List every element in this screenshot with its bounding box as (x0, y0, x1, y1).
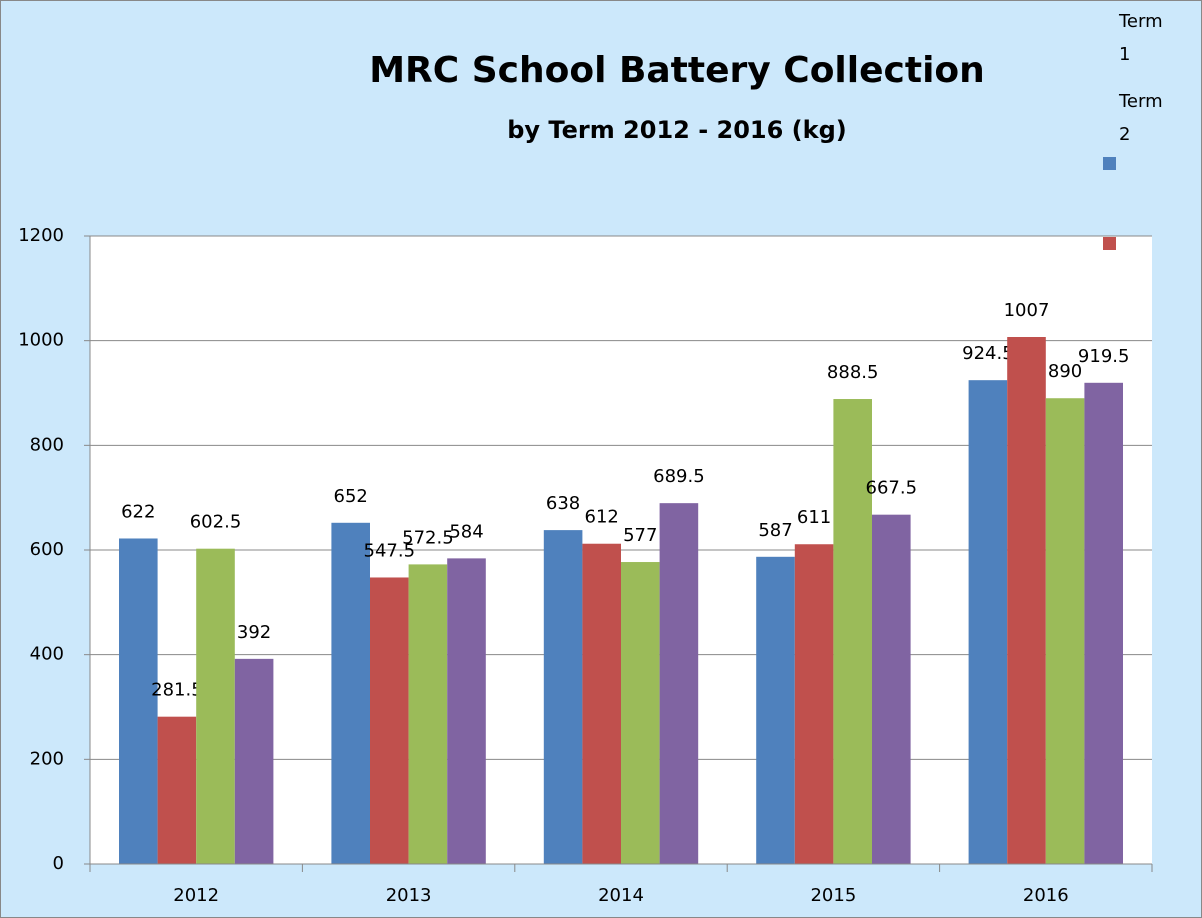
data-label: 602.5 (190, 512, 242, 533)
data-label: 572.5 (402, 527, 454, 548)
data-label: 281.5 (151, 680, 203, 701)
legend-swatch (1103, 157, 1116, 170)
bar (833, 399, 872, 864)
data-label: 919.5 (1078, 346, 1130, 367)
bar (794, 544, 834, 864)
bar (408, 564, 448, 864)
bar (234, 658, 274, 864)
bar (331, 522, 370, 864)
x-tick-label: 2012 (173, 885, 219, 906)
bar (447, 558, 486, 864)
data-label: 1007 (1004, 300, 1050, 321)
bar (1007, 337, 1046, 865)
data-label: 667.5 (866, 478, 918, 499)
legend-label: Term 2 (1119, 91, 1163, 145)
data-label: 612 (585, 507, 619, 528)
legend-label: Term 1 (1119, 11, 1163, 65)
data-label: 622 (121, 501, 155, 522)
chart-subtitle: by Term 2012 - 2016 (kg) (507, 116, 847, 144)
bar (157, 716, 197, 864)
bar (543, 530, 583, 864)
bar (196, 548, 235, 864)
y-tick-label: 400 (30, 644, 64, 665)
data-label: 689.5 (653, 466, 705, 487)
bar (370, 577, 409, 864)
data-label: 652 (334, 486, 368, 507)
x-tick-label: 2015 (810, 885, 856, 906)
data-label: 924.5 (962, 343, 1014, 364)
y-tick-label: 0 (53, 853, 64, 874)
bar (582, 543, 621, 864)
data-label: 638 (546, 493, 580, 514)
data-label: 611 (797, 507, 831, 528)
y-tick-label: 1000 (18, 330, 64, 351)
x-tick-label: 2016 (1023, 885, 1069, 906)
data-label: 890 (1048, 361, 1082, 382)
legend-swatch (1103, 237, 1116, 250)
x-tick-label: 2013 (386, 885, 432, 906)
data-label: 392 (237, 622, 271, 643)
chart-title: MRC School Battery Collection (369, 50, 985, 91)
data-label: 587 (758, 520, 792, 541)
x-tick-label: 2014 (598, 885, 644, 906)
data-label: 584 (449, 521, 483, 542)
data-label: 547.5 (364, 540, 416, 561)
data-label: 888.5 (827, 362, 879, 383)
bar (756, 556, 795, 864)
bar (659, 503, 699, 864)
y-tick-label: 800 (30, 434, 64, 455)
y-tick-label: 600 (30, 539, 64, 560)
y-tick-label: 200 (30, 748, 64, 769)
bar (968, 380, 1008, 864)
bar (119, 538, 158, 864)
bar (1045, 398, 1085, 864)
y-tick-label: 1200 (18, 225, 64, 246)
bar (621, 562, 660, 864)
bar (1084, 382, 1123, 864)
bar (872, 514, 911, 864)
data-label: 577 (623, 525, 657, 546)
